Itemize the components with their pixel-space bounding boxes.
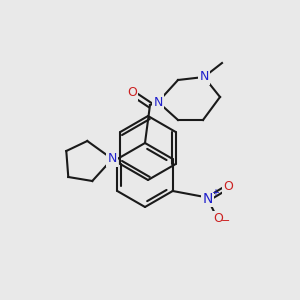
Text: O: O	[213, 212, 223, 226]
Text: N: N	[108, 152, 117, 166]
Text: N: N	[202, 192, 213, 206]
Text: N: N	[199, 70, 209, 83]
Text: N: N	[153, 95, 163, 109]
Text: +: +	[211, 188, 219, 198]
Text: −: −	[221, 216, 230, 226]
Text: O: O	[223, 181, 233, 194]
Text: O: O	[127, 86, 137, 100]
